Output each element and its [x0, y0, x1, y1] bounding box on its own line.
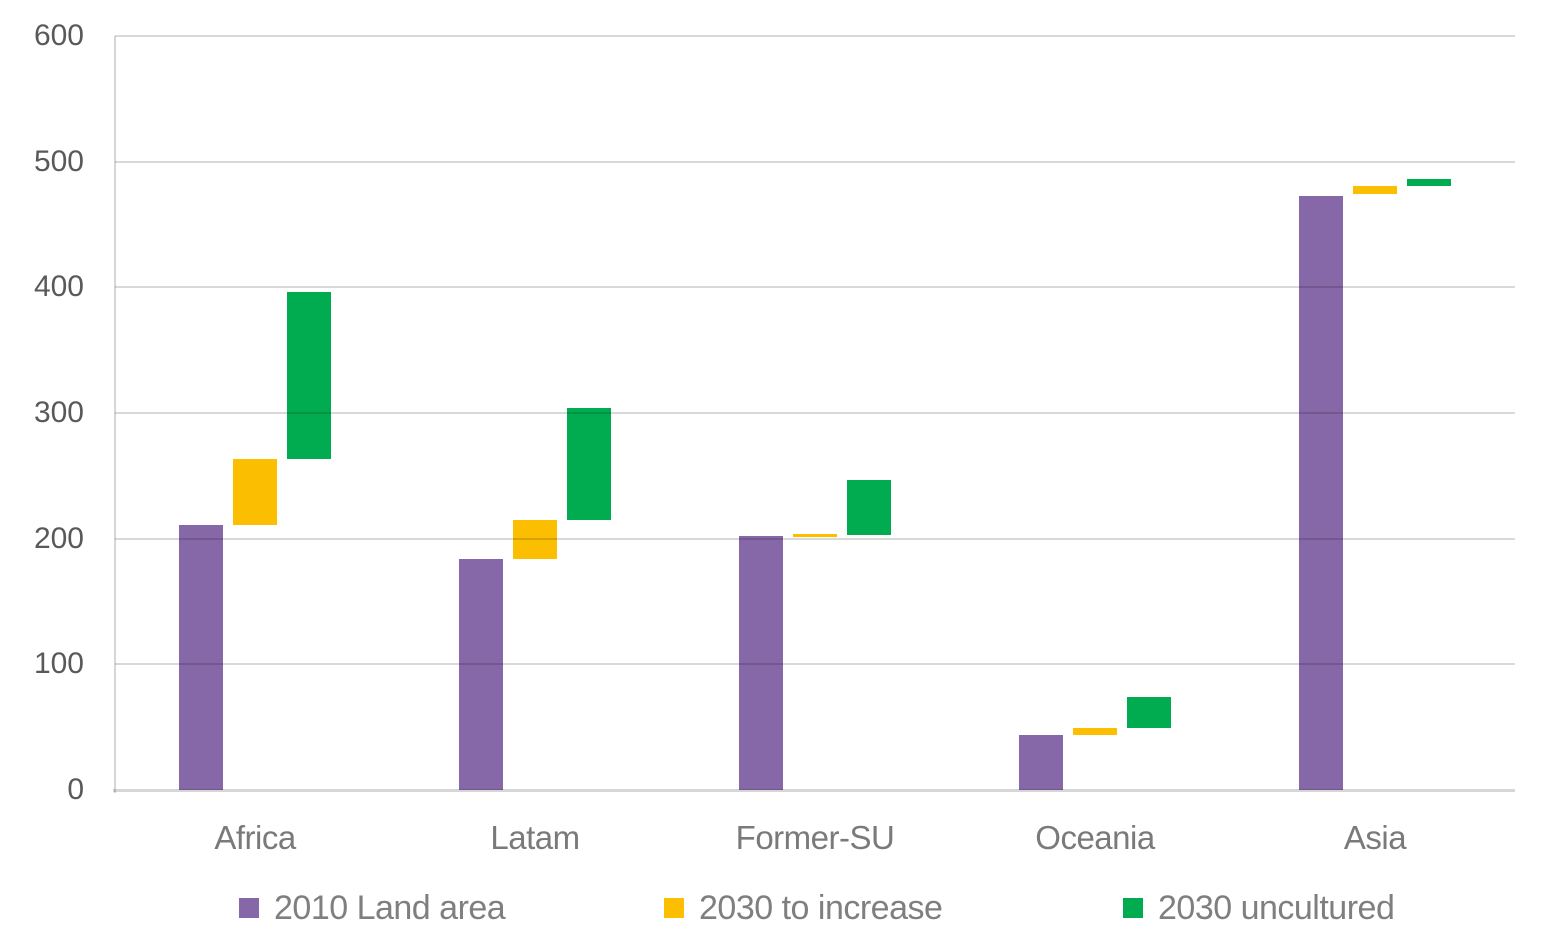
bar-asia-2030-to-increase [1353, 185, 1397, 195]
legend-swatch-2030-uncultured [1123, 898, 1143, 918]
bar-africa-2030-uncultured [287, 292, 331, 460]
legend-label-2030-uncultured: 2030 uncultured [1158, 889, 1395, 927]
legend-item-2030-to-increase: 2030 to increase [664, 888, 943, 928]
y-axis-label-300: 300 [33, 396, 84, 429]
bar-africa-2030-to-increase [233, 459, 277, 525]
legend-swatch-2030-to-increase [664, 898, 684, 918]
bar-oceania-2030-uncultured [1127, 697, 1171, 729]
x-axis-label-latam: Latam [490, 819, 580, 856]
y-axis-label-0: 0 [67, 773, 84, 806]
legend-label-2010-land-area: 2010 Land area [274, 889, 506, 927]
bar-oceania-2010-land-area [1019, 734, 1063, 790]
bar-asia-2010-land-area [1299, 195, 1343, 790]
y-axis-label-500: 500 [33, 144, 84, 178]
gridline-100 [115, 663, 1515, 666]
y-axis-label-400: 400 [33, 270, 84, 304]
bar-oceania-2030-to-increase [1073, 728, 1117, 735]
y-axis-label-100: 100 [33, 647, 84, 681]
legend-item-2030-uncultured: 2030 uncultured [1123, 888, 1395, 928]
bar-latam-2010-land-area [459, 558, 503, 790]
legend-item-2010-land-area: 2010 Land area [239, 888, 506, 928]
gridline-500 [115, 160, 1515, 163]
y-axis-label-200: 200 [33, 521, 84, 555]
gridline-300 [115, 412, 1515, 414]
y-axis-line [114, 36, 116, 793]
gridline-400 [115, 286, 1515, 289]
x-axis-line [113, 789, 1515, 792]
legend-label-2030-to-increase: 2030 to increase [699, 889, 943, 927]
gridline-200 [115, 537, 1515, 540]
bar-africa-2010-land-area [179, 524, 223, 790]
bar-former-su-2030-uncultured [847, 479, 891, 535]
x-axis-label-asia: Asia [1343, 819, 1407, 856]
x-axis-label-africa: Africa [214, 819, 296, 856]
x-axis-label-former-su: Former-SU [735, 819, 895, 856]
y-axis-label-600: 600 [33, 19, 84, 52]
gridline-600 [115, 35, 1515, 37]
bar-former-su-2030-to-increase [793, 533, 837, 538]
x-axis-label-oceania: Oceania [1035, 819, 1155, 856]
bar-latam-2030-uncultured [567, 407, 611, 520]
bar-asia-2030-uncultured [1407, 179, 1451, 186]
bar-former-su-2010-land-area [739, 536, 783, 790]
legend-swatch-2010-land-area [239, 898, 259, 918]
